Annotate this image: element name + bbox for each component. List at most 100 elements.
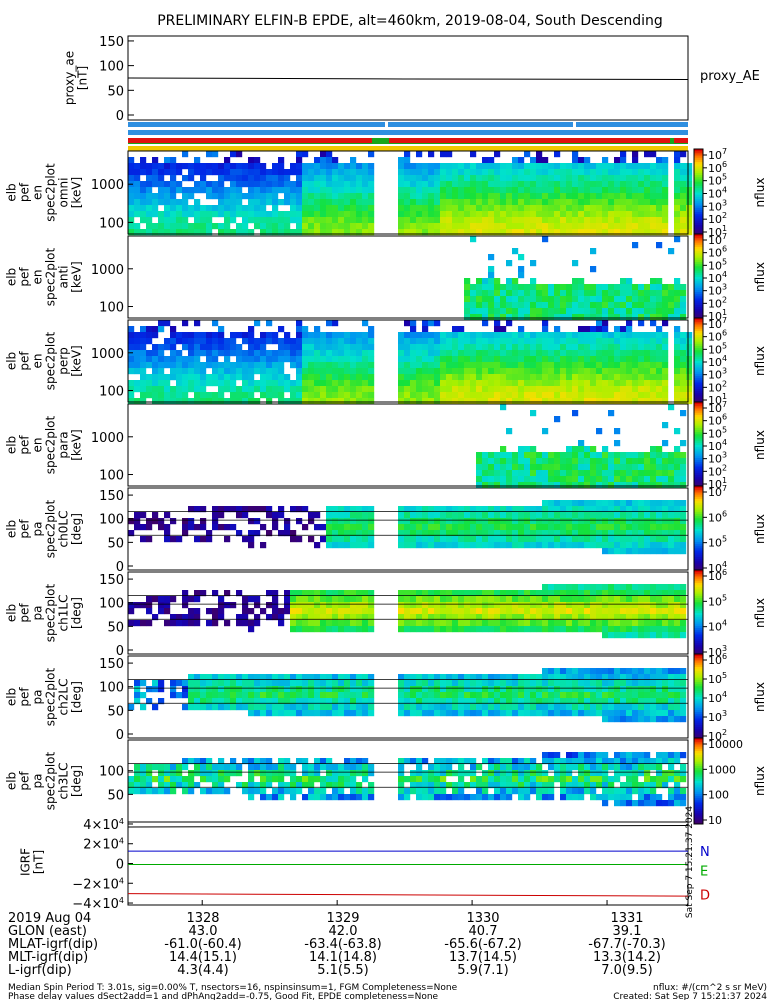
- heat-cell: [518, 338, 524, 344]
- heat-cell: [314, 181, 320, 187]
- heat-cell: [152, 368, 158, 374]
- heat-cell: [686, 169, 692, 175]
- heat-cell: [176, 764, 182, 770]
- heat-cell: [608, 199, 614, 205]
- heat-cell: [248, 169, 254, 175]
- heat-cell: [242, 223, 248, 229]
- heat-cell: [530, 302, 536, 308]
- heat-cell: [212, 368, 218, 374]
- heat-cell: [644, 692, 650, 698]
- heat-cell: [572, 710, 578, 716]
- heat-cell: [326, 175, 332, 181]
- heat-cell: [248, 356, 254, 362]
- heat-cell: [650, 716, 656, 722]
- heat-cell: [632, 632, 638, 638]
- heat-cell: [656, 668, 662, 674]
- heat-cell: [314, 223, 320, 229]
- heat-cell: [428, 223, 434, 229]
- heat-cell: [608, 374, 614, 380]
- heat-cell: [596, 217, 602, 223]
- heat-cell: [602, 205, 608, 211]
- heat-cell: [572, 181, 578, 187]
- heat-cell: [218, 602, 224, 608]
- heat-cell: [458, 163, 464, 169]
- heat-cell: [410, 181, 416, 187]
- heat-cell: [632, 602, 638, 608]
- heat-cell: [674, 193, 680, 199]
- heat-cell: [362, 175, 368, 181]
- heat-cell: [560, 464, 566, 470]
- heat-cell: [290, 686, 296, 692]
- heat-cell: [530, 464, 536, 470]
- heat-cell: [344, 692, 350, 698]
- heat-cell: [290, 692, 296, 698]
- heat-cell: [656, 536, 662, 542]
- heat-cell: [512, 205, 518, 211]
- heat-cell: [212, 776, 218, 782]
- heat-cell: [530, 332, 536, 338]
- heat-cell: [536, 512, 542, 518]
- heat-cell: [644, 344, 650, 350]
- heat-cell: [428, 175, 434, 181]
- heat-cell: [668, 296, 674, 302]
- heat-cell: [608, 680, 614, 686]
- heat-cell: [674, 626, 680, 632]
- heat-cell: [554, 302, 560, 308]
- heat-cell: [674, 386, 680, 392]
- heat-cell: [536, 350, 542, 356]
- heat-cell: [536, 356, 542, 362]
- heat-cell: [188, 169, 194, 175]
- heat-cell: [344, 386, 350, 392]
- heat-cell: [482, 314, 488, 320]
- heat-cell: [548, 181, 554, 187]
- heat-cell: [686, 223, 692, 229]
- heat-cell: [218, 344, 224, 350]
- heat-cell: [602, 211, 608, 217]
- heat-cell: [572, 308, 578, 314]
- heat-cell: [176, 187, 182, 193]
- heat-cell: [656, 704, 662, 710]
- heat-cell: [554, 518, 560, 524]
- heat-cell: [176, 332, 182, 338]
- heat-cell: [476, 392, 482, 398]
- heat-cell: [476, 620, 482, 626]
- heat-cell: [464, 626, 470, 632]
- heat-cell: [680, 302, 686, 308]
- heat-cell: [398, 223, 404, 229]
- heat-cell: [638, 314, 644, 320]
- heat-cell: [272, 217, 278, 223]
- heat-cell: [188, 223, 194, 229]
- heat-cell: [536, 386, 542, 392]
- heat-cell: [224, 223, 230, 229]
- heat-cell: [224, 163, 230, 169]
- heat-cell: [482, 398, 488, 404]
- plot-title: PRELIMINARY ELFIN-B EPDE, alt=460km, 201…: [157, 13, 663, 29]
- heat-cell: [266, 338, 272, 344]
- heat-cell: [212, 764, 218, 770]
- heat-cell: [422, 187, 428, 193]
- heat-cell: [674, 199, 680, 205]
- heat-cell: [134, 686, 140, 692]
- heat-cell: [140, 332, 146, 338]
- heat-cell: [620, 626, 626, 632]
- heat-cell: [554, 338, 560, 344]
- heat-cell: [644, 620, 650, 626]
- heat-cell: [224, 704, 230, 710]
- heat-cell: [662, 452, 668, 458]
- heat-cell: [596, 296, 602, 302]
- heat-cell: [152, 163, 158, 169]
- heat-cell: [620, 344, 626, 350]
- heat-cell: [482, 476, 488, 482]
- heat-cell: [452, 326, 458, 332]
- heat-cell: [332, 596, 338, 602]
- heat-cell: [194, 211, 200, 217]
- heat-cell: [440, 710, 446, 716]
- heat-cell: [440, 380, 446, 386]
- heat-cell: [602, 704, 608, 710]
- heat-cell: [128, 362, 134, 368]
- heat-cell: [440, 596, 446, 602]
- heat-cell: [350, 626, 356, 632]
- heat-cell: [410, 193, 416, 199]
- heat-cell: [686, 193, 692, 199]
- heat-cell: [422, 374, 428, 380]
